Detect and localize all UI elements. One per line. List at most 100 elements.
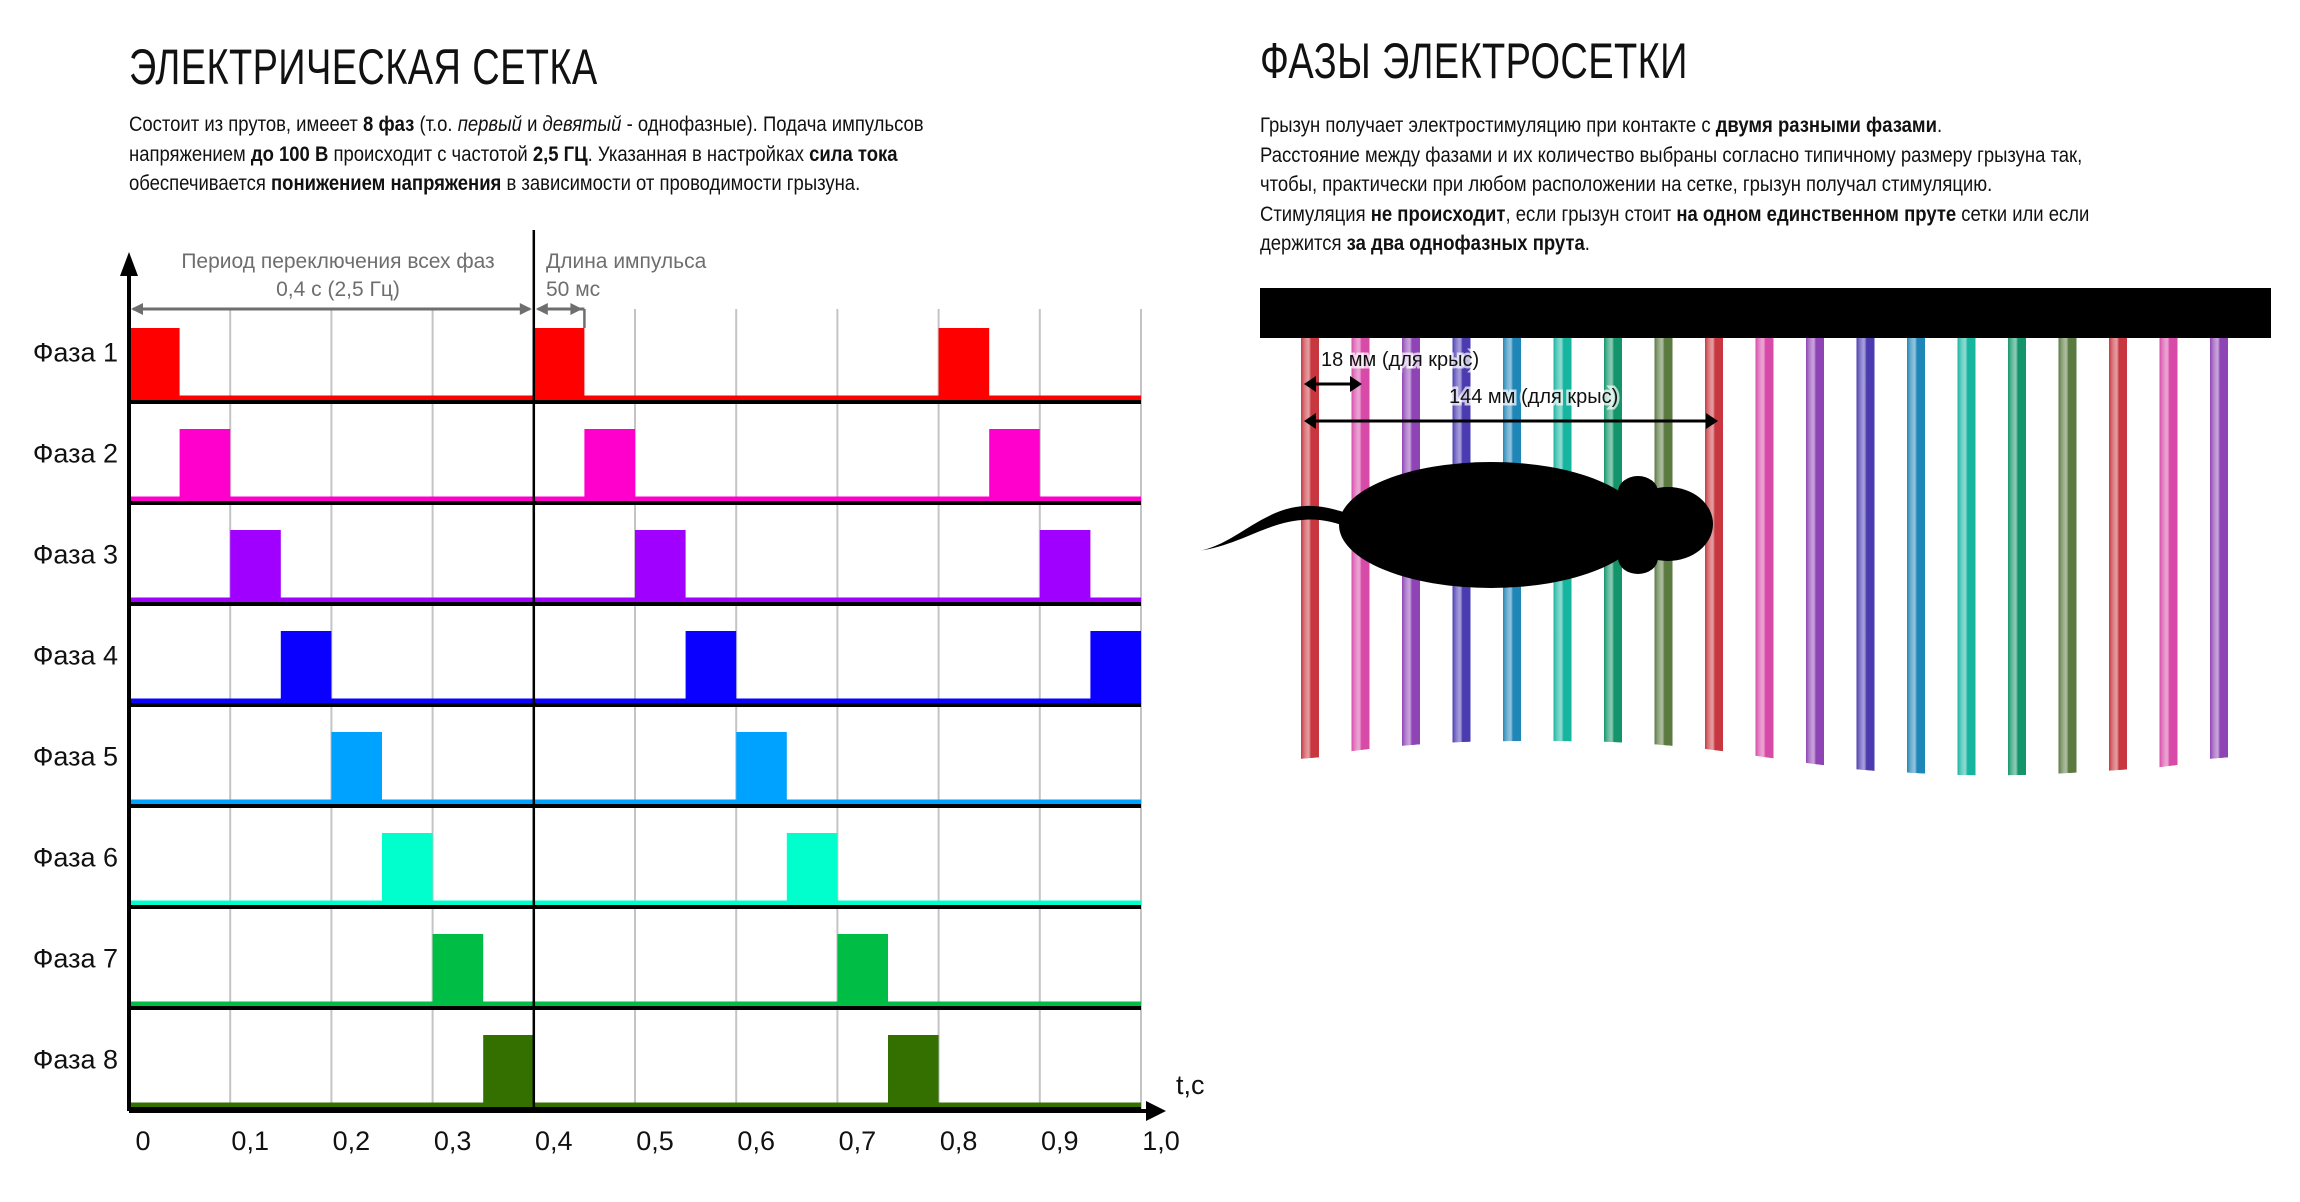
- text: и: [521, 113, 543, 136]
- phase-pulse: [837, 934, 888, 1006]
- phase-pulse: [432, 934, 484, 1006]
- grid-rod-shading: [2008, 336, 2026, 776]
- phase-pulse: [938, 328, 990, 400]
- phase-pulse: [280, 631, 332, 703]
- period-annotation: Период переключения всех фаз: [181, 250, 494, 273]
- bold-text: за два однофазных прута: [1346, 232, 1585, 255]
- arrowhead-icon: [1304, 413, 1316, 429]
- phase-pulse: [129, 328, 180, 400]
- bold-text: понижением напряжения: [270, 172, 502, 195]
- x-tick-label: 0,4: [535, 1126, 573, 1156]
- bold-text: 8 фаз: [363, 113, 415, 136]
- phase-pulse: [1039, 530, 1091, 602]
- text: (т.о.: [414, 113, 458, 136]
- right-description-line: Стимуляция не происходит, если грызун ст…: [1260, 200, 2089, 230]
- text: .: [1936, 114, 1943, 137]
- y-axis-arrow-icon: [120, 252, 138, 276]
- phase-pulse: [989, 429, 1040, 501]
- right-description-line: держится за два однофазных прута.: [1260, 229, 2089, 259]
- phase-pulse: [533, 328, 585, 400]
- italic-text: девятый: [542, 113, 622, 136]
- grid-rod-shading: [2109, 336, 2127, 771]
- grid-rod-shading: [1755, 336, 1774, 759]
- phase-pulse: [888, 1035, 939, 1107]
- x-tick-label: 0,6: [737, 1126, 775, 1156]
- phase-label: Фаза 5: [33, 742, 118, 772]
- phase-label: Фаза 4: [33, 641, 118, 671]
- x-axis-arrow-icon: [1146, 1101, 1166, 1121]
- bold-text: сила тока: [809, 142, 898, 166]
- text: , если грызун стоит: [1505, 202, 1677, 226]
- phase-label: Фаза 8: [33, 1045, 118, 1075]
- x-tick-label: 0: [135, 1126, 150, 1156]
- phase-pulse: [230, 530, 281, 602]
- grid-rod-shading: [1957, 336, 1976, 776]
- arrowhead-icon: [1706, 413, 1718, 429]
- arrowhead-icon: [519, 303, 532, 315]
- period-value-annotation: 0,4 с (2,5 Гц): [276, 278, 400, 301]
- bold-text: на одном единственном пруте: [1676, 202, 1957, 226]
- bold-text: до 100 В: [250, 142, 329, 166]
- text: в зависимости от проводимости грызуна.: [501, 172, 861, 195]
- phase-label: Фаза 3: [33, 540, 118, 570]
- rat-silhouette-icon: [1198, 462, 1713, 588]
- grid-rod-shading: [1856, 336, 1875, 771]
- text: обеспечивается: [129, 172, 271, 195]
- grid-rod-shading: [2058, 336, 2077, 774]
- electro-grid-illustration: 18 мм (для крыс) 144 мм (для крыс): [1198, 288, 2271, 776]
- text: чтобы, практически при любом расположени…: [1260, 173, 1993, 196]
- pulse-value-annotation: 50 мс: [546, 278, 600, 301]
- text: напряжением: [129, 142, 251, 166]
- bold-text: 2,5 ГЦ: [532, 142, 588, 166]
- rat-tail: [1198, 505, 1352, 551]
- right-description-line: Грызун получает электростимуляцию при ко…: [1260, 111, 2089, 141]
- arrowhead-icon: [1304, 376, 1316, 392]
- arrowhead-icon: [535, 303, 548, 315]
- arrowhead-icon: [1350, 376, 1362, 392]
- grid-rod-shading: [1301, 336, 1319, 759]
- grid-rod-shading: [1806, 336, 1824, 766]
- bold-text: не происходит: [1370, 202, 1506, 226]
- x-axis-label: t,c: [1176, 1070, 1205, 1100]
- x-tick-label: 0,8: [940, 1126, 978, 1156]
- x-tick-label: 0,7: [839, 1126, 877, 1156]
- arrowhead-icon: [570, 303, 583, 315]
- left-description: Состоит из прутов, имееет 8 фаз (т.о. пе…: [129, 110, 924, 199]
- phase-pulse: [1090, 631, 1141, 703]
- text: сетки или если: [1956, 202, 2090, 226]
- text: - однофазные). Подача импульсов: [621, 113, 924, 136]
- phase-period-label: 144 мм (для крыс): [1449, 386, 1618, 408]
- left-description-line: Состоит из прутов, имееет 8 фаз (т.о. пе…: [129, 110, 924, 140]
- phase-pulse: [736, 732, 787, 804]
- rat-body: [1339, 462, 1643, 588]
- phase-label: Фаза 2: [33, 439, 118, 469]
- grid-top-bar: [1260, 288, 2271, 338]
- phase-pulse: [483, 1035, 534, 1107]
- left-title: ЭЛЕКТРИЧЕСКАЯ СЕТКА: [129, 39, 598, 95]
- phase-pulse: [382, 833, 433, 905]
- phase-label: Фаза 6: [33, 843, 118, 873]
- x-tick-label: 0,1: [231, 1126, 269, 1156]
- phase-pulse: [331, 732, 382, 804]
- phase-pulse: [635, 530, 686, 602]
- x-tick-label: 0,3: [434, 1126, 472, 1156]
- right-title: ФАЗЫ ЭЛЕКТРОСЕТКИ: [1260, 33, 1688, 89]
- grid-rod-shading: [2210, 336, 2228, 759]
- text: Стимуляция: [1260, 202, 1371, 226]
- rat-head: [1623, 487, 1713, 561]
- right-description-line: чтобы, практически при любом расположени…: [1260, 170, 2089, 200]
- x-tick-label: 1,0: [1142, 1126, 1180, 1156]
- right-description-line: Расстояние между фазами и их количество …: [1260, 141, 2089, 171]
- phase-pulse: [584, 429, 635, 501]
- left-description-line: обеспечивается понижением напряжения в з…: [129, 169, 924, 199]
- text: Грызун получает электростимуляцию при ко…: [1260, 114, 1716, 137]
- grid-rod-shading: [1907, 336, 1925, 774]
- text: .: [1584, 232, 1590, 255]
- grid-rod-shading: [2159, 336, 2178, 768]
- bold-text: двумя разными фазами: [1715, 114, 1937, 137]
- phase-pulse: [685, 631, 737, 703]
- grid-rod-shading: [1705, 336, 1723, 752]
- x-tick-label: 0,2: [333, 1126, 371, 1156]
- text: Состоит из прутов, имееет: [129, 113, 364, 136]
